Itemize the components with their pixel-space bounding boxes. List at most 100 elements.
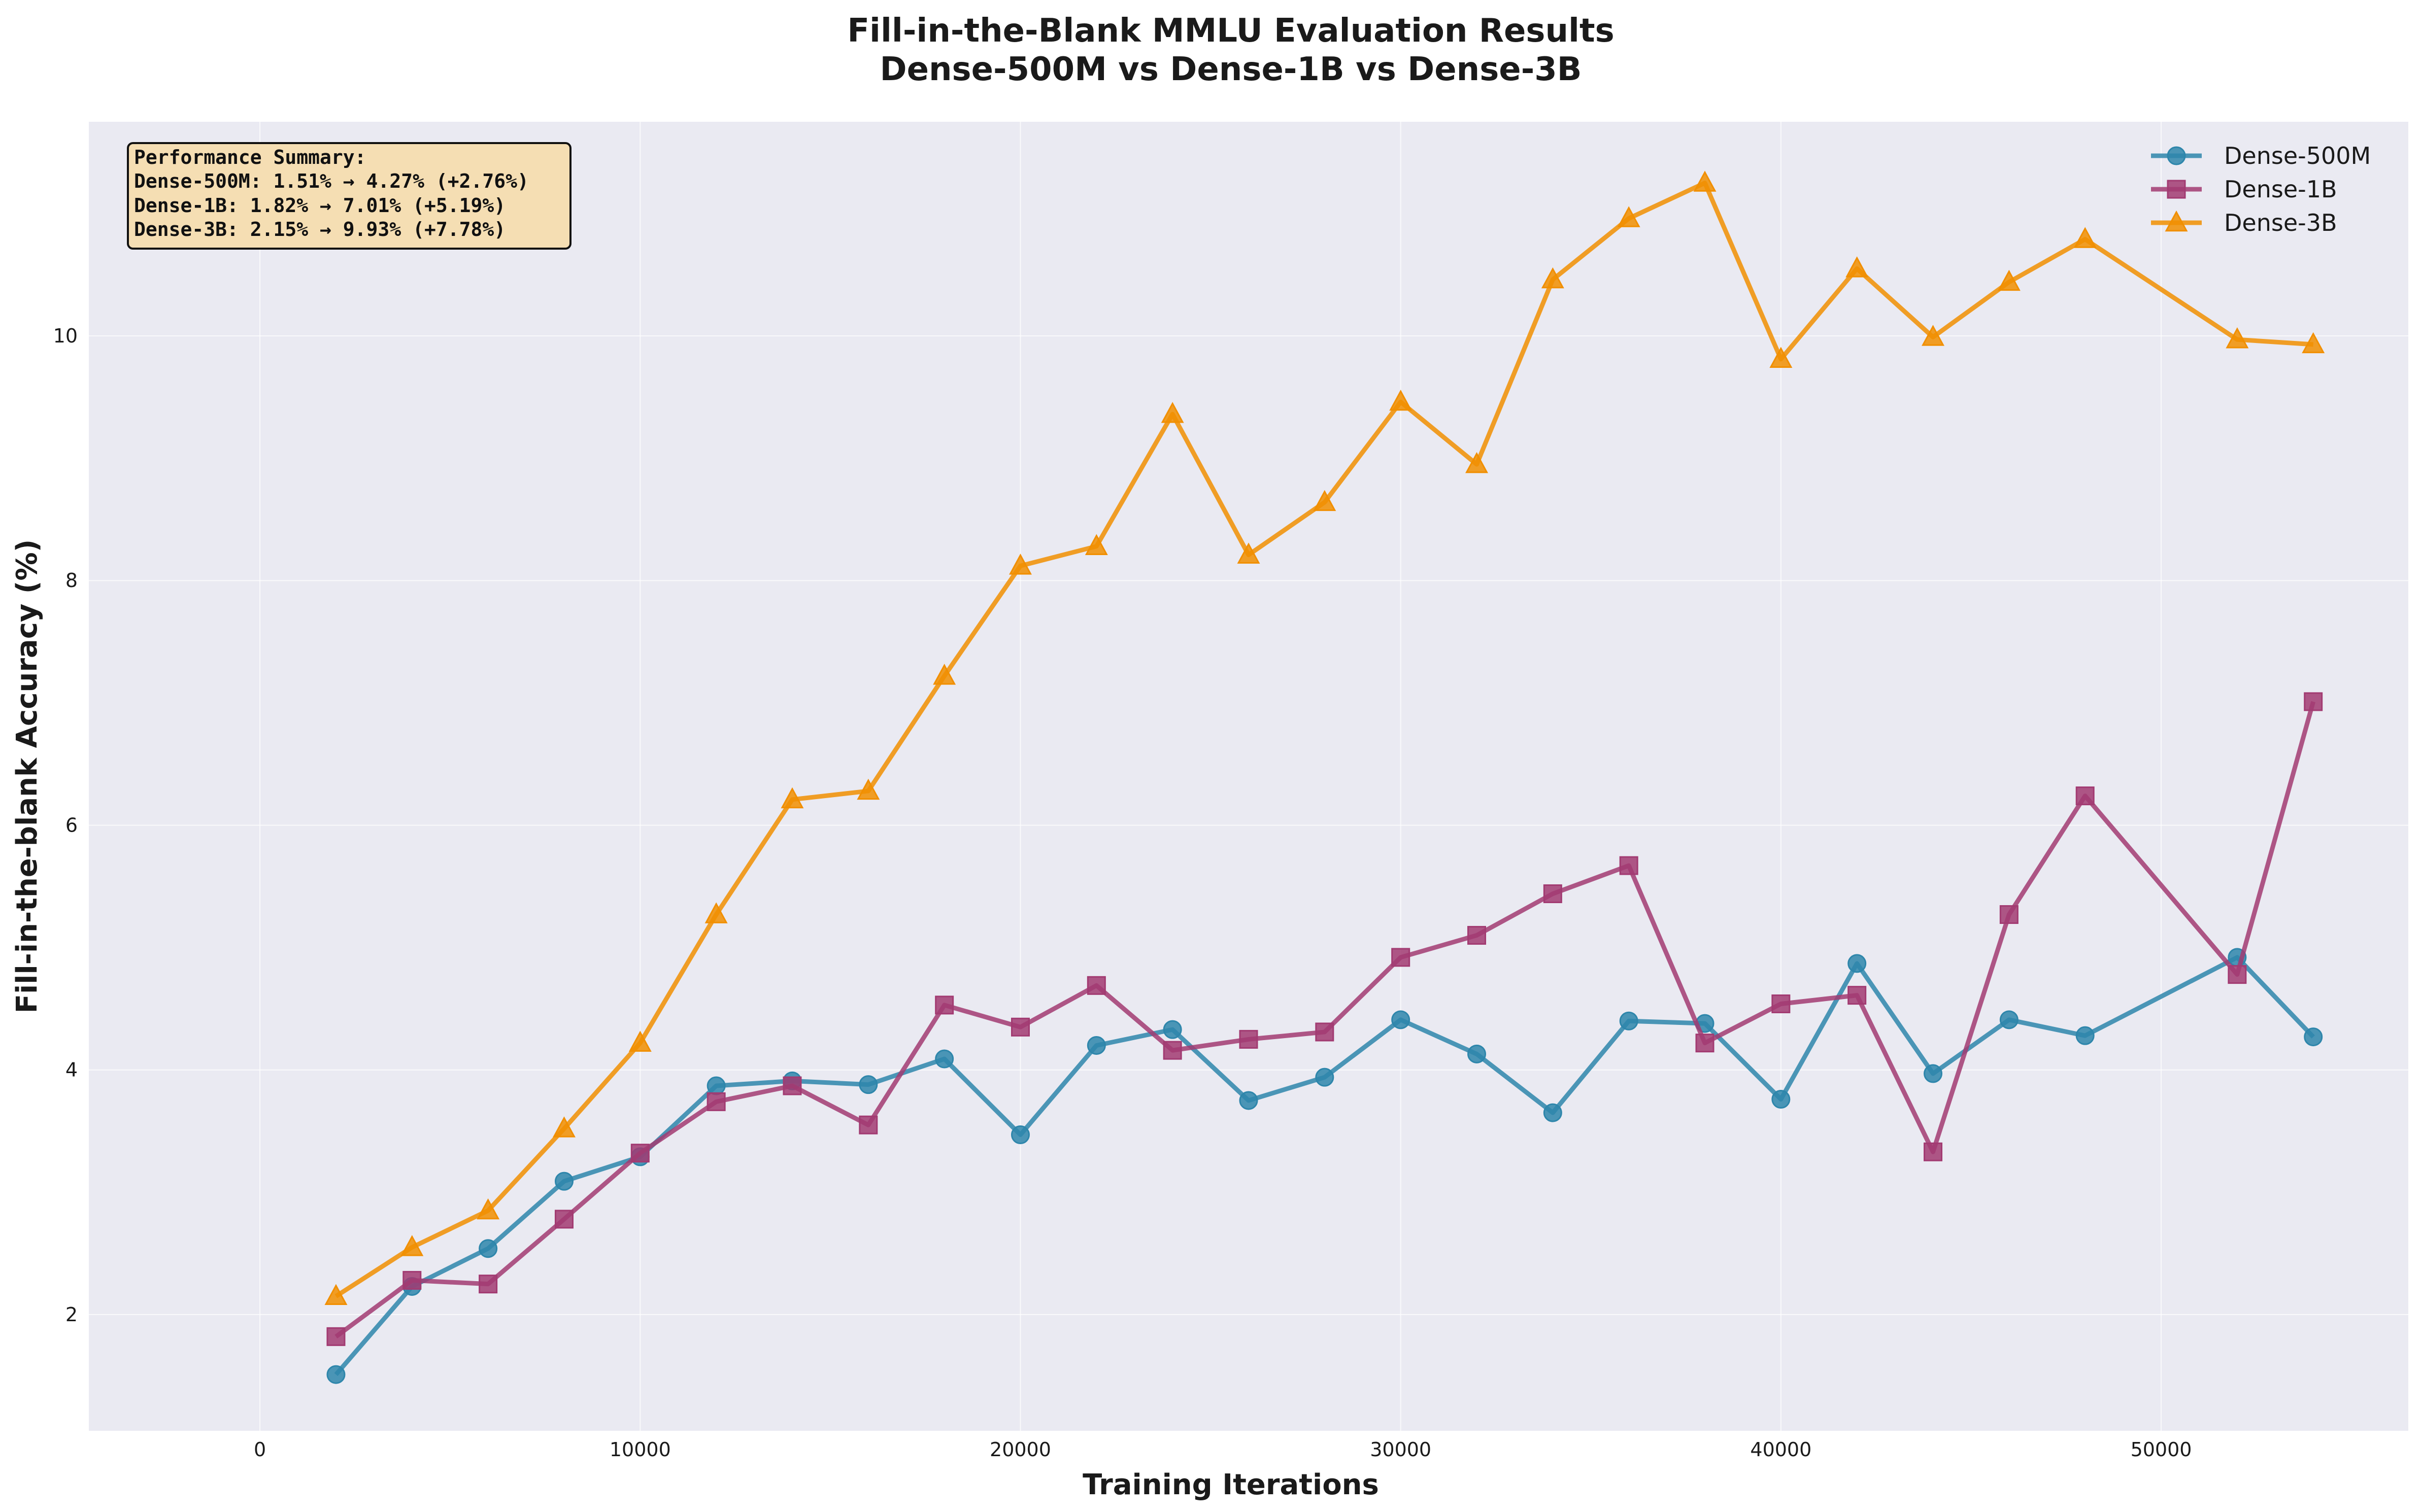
data-point-dense-3b (1845, 256, 1869, 278)
summary-line-dense-500m: Dense-500M: 1.51% → 4.27% (+2.76%) (134, 170, 529, 192)
data-point-dense-500m (2075, 1026, 2095, 1045)
data-point-dense-3b (1922, 325, 1944, 346)
data-point-dense-3b (2302, 332, 2325, 354)
data-point-dense-1b (2228, 965, 2247, 984)
y-axis-label: Fill-in-the-blank Accuracy (%) (11, 539, 44, 1013)
data-point-dense-1b (1087, 976, 1106, 995)
data-point-dense-500m (935, 1049, 954, 1069)
chart-subtitle: Dense-500M vs Dense-1B vs Dense-3B (880, 51, 1582, 88)
legend-item-dense-500m: Dense-500M (2151, 142, 2371, 169)
tick-labels: 0 10000 20000 30000 40000 50000 2 4 6 8 10 (53, 325, 2192, 1461)
series-line-dense-3b (334, 181, 2313, 1298)
legend-label-dense-3b: Dense-3B (2224, 209, 2337, 236)
data-point-dense-1b (554, 1210, 574, 1229)
summary-box (127, 142, 571, 250)
data-point-dense-1b (783, 1076, 802, 1095)
data-point-dense-1b (1391, 948, 1410, 967)
data-point-dense-500m (1619, 1011, 1638, 1030)
data-point-dense-500m (479, 1239, 498, 1258)
data-point-dense-500m (326, 1365, 346, 1384)
data-point-dense-1b (2304, 692, 2323, 711)
legend-label-dense-500m: Dense-500M (2224, 142, 2371, 169)
data-point-dense-500m (1999, 1010, 2019, 1029)
data-point-dense-1b (1239, 1029, 1258, 1049)
series-dense-1b (326, 692, 2323, 1346)
y-tick-label: 6 (65, 814, 78, 836)
legend-item-dense-3b: Dense-3B (2151, 209, 2337, 236)
plot-area (89, 122, 2408, 1431)
grid-lines (89, 122, 2408, 1431)
data-point-dense-3b (553, 1116, 576, 1138)
data-point-dense-500m (1315, 1068, 1334, 1087)
data-point-dense-1b (1924, 1142, 1943, 1161)
data-point-dense-1b (1619, 856, 1638, 875)
data-point-dense-3b (2226, 327, 2249, 349)
data-point-dense-1b (1695, 1034, 1714, 1053)
data-point-dense-1b (326, 1327, 346, 1346)
y-tick-label: 2 (65, 1303, 78, 1326)
y-tick-label: 8 (65, 569, 78, 592)
data-point-dense-1b (1163, 1041, 1182, 1060)
chart-title: Fill-in-the-Blank MMLU Evaluation Result… (847, 12, 1614, 50)
data-point-dense-3b (933, 664, 956, 685)
data-point-dense-3b (324, 1284, 348, 1305)
data-point-dense-3b (1997, 269, 2021, 291)
data-point-dense-3b (704, 902, 728, 923)
data-point-dense-3b (1541, 267, 1564, 289)
x-tick-label: 10000 (610, 1438, 671, 1461)
data-point-dense-1b (1011, 1017, 1030, 1037)
legend-item-dense-1b: Dense-1B (2151, 176, 2337, 203)
data-point-dense-3b (477, 1198, 500, 1220)
summary-heading: Performance Summary: (134, 146, 366, 168)
data-point-dense-1b (1315, 1022, 1334, 1042)
data-point-dense-1b (479, 1275, 498, 1294)
data-point-dense-500m (707, 1076, 726, 1095)
data-point-dense-500m (1543, 1103, 1562, 1122)
data-point-dense-500m (2304, 1027, 2323, 1047)
data-point-dense-1b (1467, 925, 1487, 945)
x-tick-label: 30000 (1370, 1438, 1431, 1461)
data-point-dense-1b (707, 1092, 726, 1111)
data-point-dense-500m (1467, 1044, 1487, 1063)
series-line-dense-1b (334, 701, 2316, 1338)
data-point-dense-500m (859, 1075, 878, 1094)
data-point-dense-3b (1161, 402, 1184, 423)
x-tick-label: 50000 (2131, 1438, 2192, 1461)
x-tick-label: 20000 (990, 1438, 1051, 1461)
data-point-dense-500m (1087, 1036, 1106, 1055)
data-point-dense-3b (2073, 227, 2097, 248)
data-point-dense-1b (1999, 905, 2019, 924)
data-point-dense-3b (1465, 452, 1488, 473)
data-point-dense-1b (1771, 994, 1791, 1013)
summary-annotation: Performance Summary: Dense-500M: 1.51% →… (127, 142, 571, 250)
data-point-dense-3b (781, 787, 804, 809)
data-point-dense-3b (1617, 206, 1640, 227)
y-tick-label: 4 (65, 1059, 78, 1081)
data-point-dense-500m (1011, 1125, 1030, 1144)
summary-line-dense-3b: Dense-3B: 2.15% → 9.93% (+7.78%) (134, 218, 506, 240)
data-point-dense-500m (1391, 1010, 1410, 1029)
legend: Dense-500M Dense-1B Dense-3B (2151, 142, 2371, 236)
data-point-dense-1b (1847, 986, 1867, 1005)
summary-line-dense-1b: Dense-1B: 1.82% → 7.01% (+5.19%) (134, 194, 506, 217)
data-point-dense-3b (628, 1030, 652, 1052)
data-point-dense-500m (554, 1172, 574, 1191)
data-point-dense-1b (859, 1115, 878, 1135)
data-point-dense-500m (1924, 1064, 1943, 1083)
data-point-dense-3b (1313, 490, 1336, 511)
series-group (324, 170, 2325, 1384)
data-point-dense-1b (630, 1144, 650, 1163)
legend-marker-dense-3b (2165, 210, 2188, 232)
legend-marker-dense-500m (2167, 146, 2186, 165)
data-point-dense-1b (1543, 884, 1562, 903)
data-point-dense-1b (402, 1270, 422, 1290)
data-point-dense-500m (1163, 1020, 1182, 1039)
x-tick-label: 0 (254, 1438, 266, 1461)
data-point-dense-3b (1693, 170, 1717, 192)
y-tick-label: 10 (53, 325, 78, 347)
data-point-dense-3b (1769, 347, 1793, 368)
legend-label-dense-1b: Dense-1B (2224, 176, 2337, 203)
data-point-dense-3b (1009, 554, 1032, 575)
data-point-dense-1b (2075, 786, 2095, 806)
